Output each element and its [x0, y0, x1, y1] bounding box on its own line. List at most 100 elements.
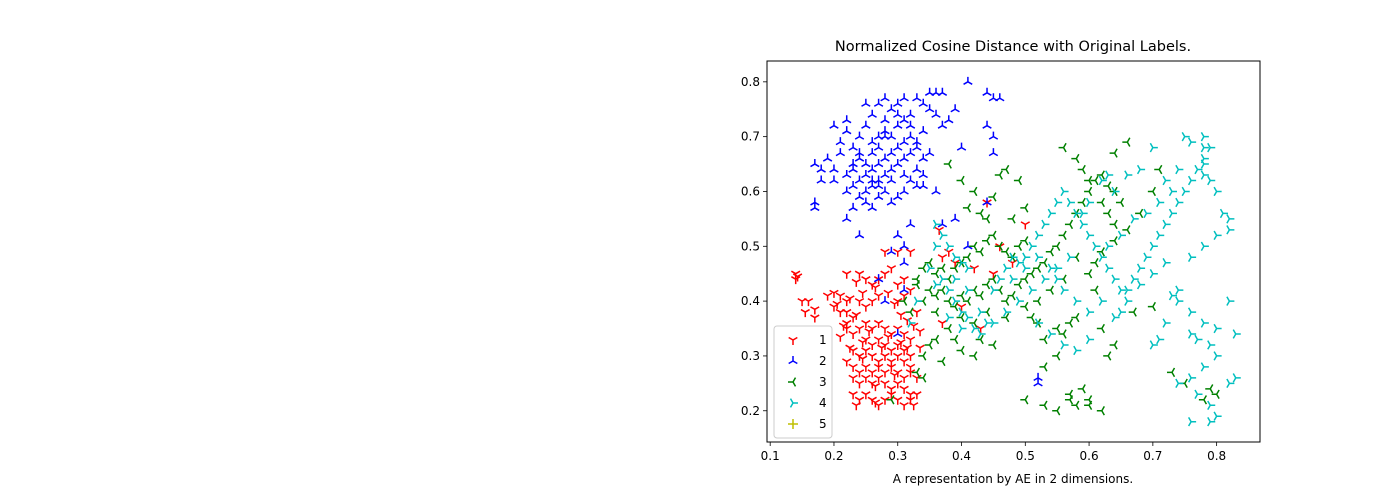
data-point-series-4 [1168, 290, 1177, 301]
data-point-series-3 [1109, 340, 1118, 350]
data-point-series-4 [1085, 307, 1095, 317]
data-point-series-3 [1077, 384, 1086, 394]
data-point-series-2 [1033, 378, 1043, 387]
data-point-series-2 [886, 246, 897, 255]
data-point-series-3 [1020, 301, 1029, 312]
data-point-series-4 [1200, 241, 1209, 251]
data-point-series-3 [982, 236, 991, 246]
data-point-series-4 [1175, 197, 1184, 208]
data-point-series-1 [854, 270, 865, 279]
data-point-series-2 [899, 186, 909, 195]
x-tick-label: 0.7 [1143, 449, 1162, 463]
data-point-series-3 [1039, 362, 1048, 372]
data-point-series-2 [956, 142, 967, 151]
data-point-series-2 [829, 175, 839, 184]
data-point-series-4 [1003, 307, 1012, 317]
data-point-series-2 [816, 175, 826, 184]
data-point-series-2 [886, 175, 897, 184]
data-point-series-1 [912, 391, 922, 400]
data-point-series-1 [886, 358, 897, 367]
data-point-series-4 [1047, 208, 1056, 219]
data-point-series-2 [899, 241, 909, 250]
data-point-series-4 [1117, 285, 1126, 295]
data-point-series-2 [963, 241, 973, 250]
y-axis-ticks: 0.2 0.3 0.4 0.5 0.6 0.7 0.8 [741, 75, 767, 418]
data-point-series-1 [873, 336, 884, 345]
data-point-series-4 [1028, 285, 1037, 295]
data-point-series-2 [873, 274, 884, 283]
data-point-series-4 [1187, 329, 1197, 339]
x-tick-label: 0.1 [761, 449, 780, 463]
data-point-series-4 [1111, 186, 1120, 197]
data-point-series-1 [969, 265, 979, 274]
data-point-series-1 [842, 358, 852, 367]
data-point-series-4 [1149, 241, 1158, 251]
data-point-series-3 [982, 279, 991, 290]
data-point-series-3 [1064, 318, 1074, 328]
data-point-series-4 [1022, 263, 1031, 273]
data-point-series-3 [937, 356, 946, 367]
data-point-series-4 [1187, 417, 1197, 427]
data-point-series-1 [896, 311, 906, 320]
data-point-series-3 [931, 290, 940, 301]
data-point-series-3 [956, 175, 965, 186]
data-point-series-2 [854, 175, 865, 184]
data-point-series-4 [913, 296, 922, 306]
data-point-series-3 [1084, 186, 1093, 197]
data-point-series-2 [861, 98, 871, 107]
data-point-series-4 [1136, 164, 1146, 175]
data-point-series-4 [1200, 170, 1209, 180]
data-point-series-4 [996, 274, 1005, 284]
data-point-series-3 [988, 192, 997, 202]
data-point-series-1 [886, 385, 897, 394]
data-point-series-1 [899, 385, 909, 394]
data-point-series-4 [1073, 208, 1082, 219]
data-point-series-1 [857, 289, 868, 298]
data-point-series-3 [1033, 296, 1042, 306]
data-point-series-4 [1105, 263, 1114, 273]
data-point-series-3 [975, 247, 984, 257]
data-point-series-1 [880, 396, 890, 405]
data-point-series-4 [1213, 323, 1222, 334]
data-point-series-4 [1073, 296, 1082, 306]
data-point-series-3 [1058, 142, 1067, 153]
data-point-series-1 [889, 371, 900, 381]
data-point-series-3 [1077, 164, 1086, 175]
data-point-series-1 [873, 319, 884, 329]
data-point-series-4 [1219, 208, 1229, 219]
data-point-series-2 [861, 170, 871, 179]
data-point-series-4 [1143, 208, 1152, 219]
data-point-series-1 [902, 344, 913, 353]
legend-label-5: 5 [819, 417, 827, 431]
data-point-series-4 [958, 307, 967, 317]
data-point-series-1 [857, 339, 868, 348]
data-point-series-4 [971, 323, 980, 334]
data-point-series-2 [988, 148, 999, 157]
data-point-series-3 [937, 263, 946, 273]
data-point-series-3 [1013, 241, 1023, 251]
data-point-series-4 [939, 230, 948, 241]
y-tick-label: 0.6 [741, 184, 760, 198]
data-point-series-3 [950, 263, 959, 273]
data-point-series-2 [893, 120, 903, 129]
data-point-series-4 [1213, 230, 1222, 241]
data-point-series-2 [861, 186, 871, 195]
data-point-series-4 [1232, 373, 1241, 383]
data-point-series-3 [1001, 312, 1010, 323]
data-point-series-3 [918, 351, 927, 361]
data-point-series-1 [867, 369, 877, 378]
data-point-series-1 [934, 226, 944, 235]
data-point-series-1 [873, 358, 884, 367]
data-point-series-1 [810, 306, 820, 315]
data-point-series-3 [988, 274, 997, 284]
data-point-series-2 [982, 87, 992, 96]
data-point-series-4 [1079, 219, 1088, 230]
data-point-series-2 [886, 164, 897, 173]
data-point-series-1 [886, 347, 897, 356]
data-point-series-2 [905, 175, 916, 184]
data-point-series-1 [893, 248, 903, 257]
data-point-series-1 [832, 300, 842, 309]
data-point-series-2 [899, 170, 909, 179]
data-point-series-4 [1034, 252, 1044, 262]
data-point-series-4 [1175, 296, 1184, 306]
